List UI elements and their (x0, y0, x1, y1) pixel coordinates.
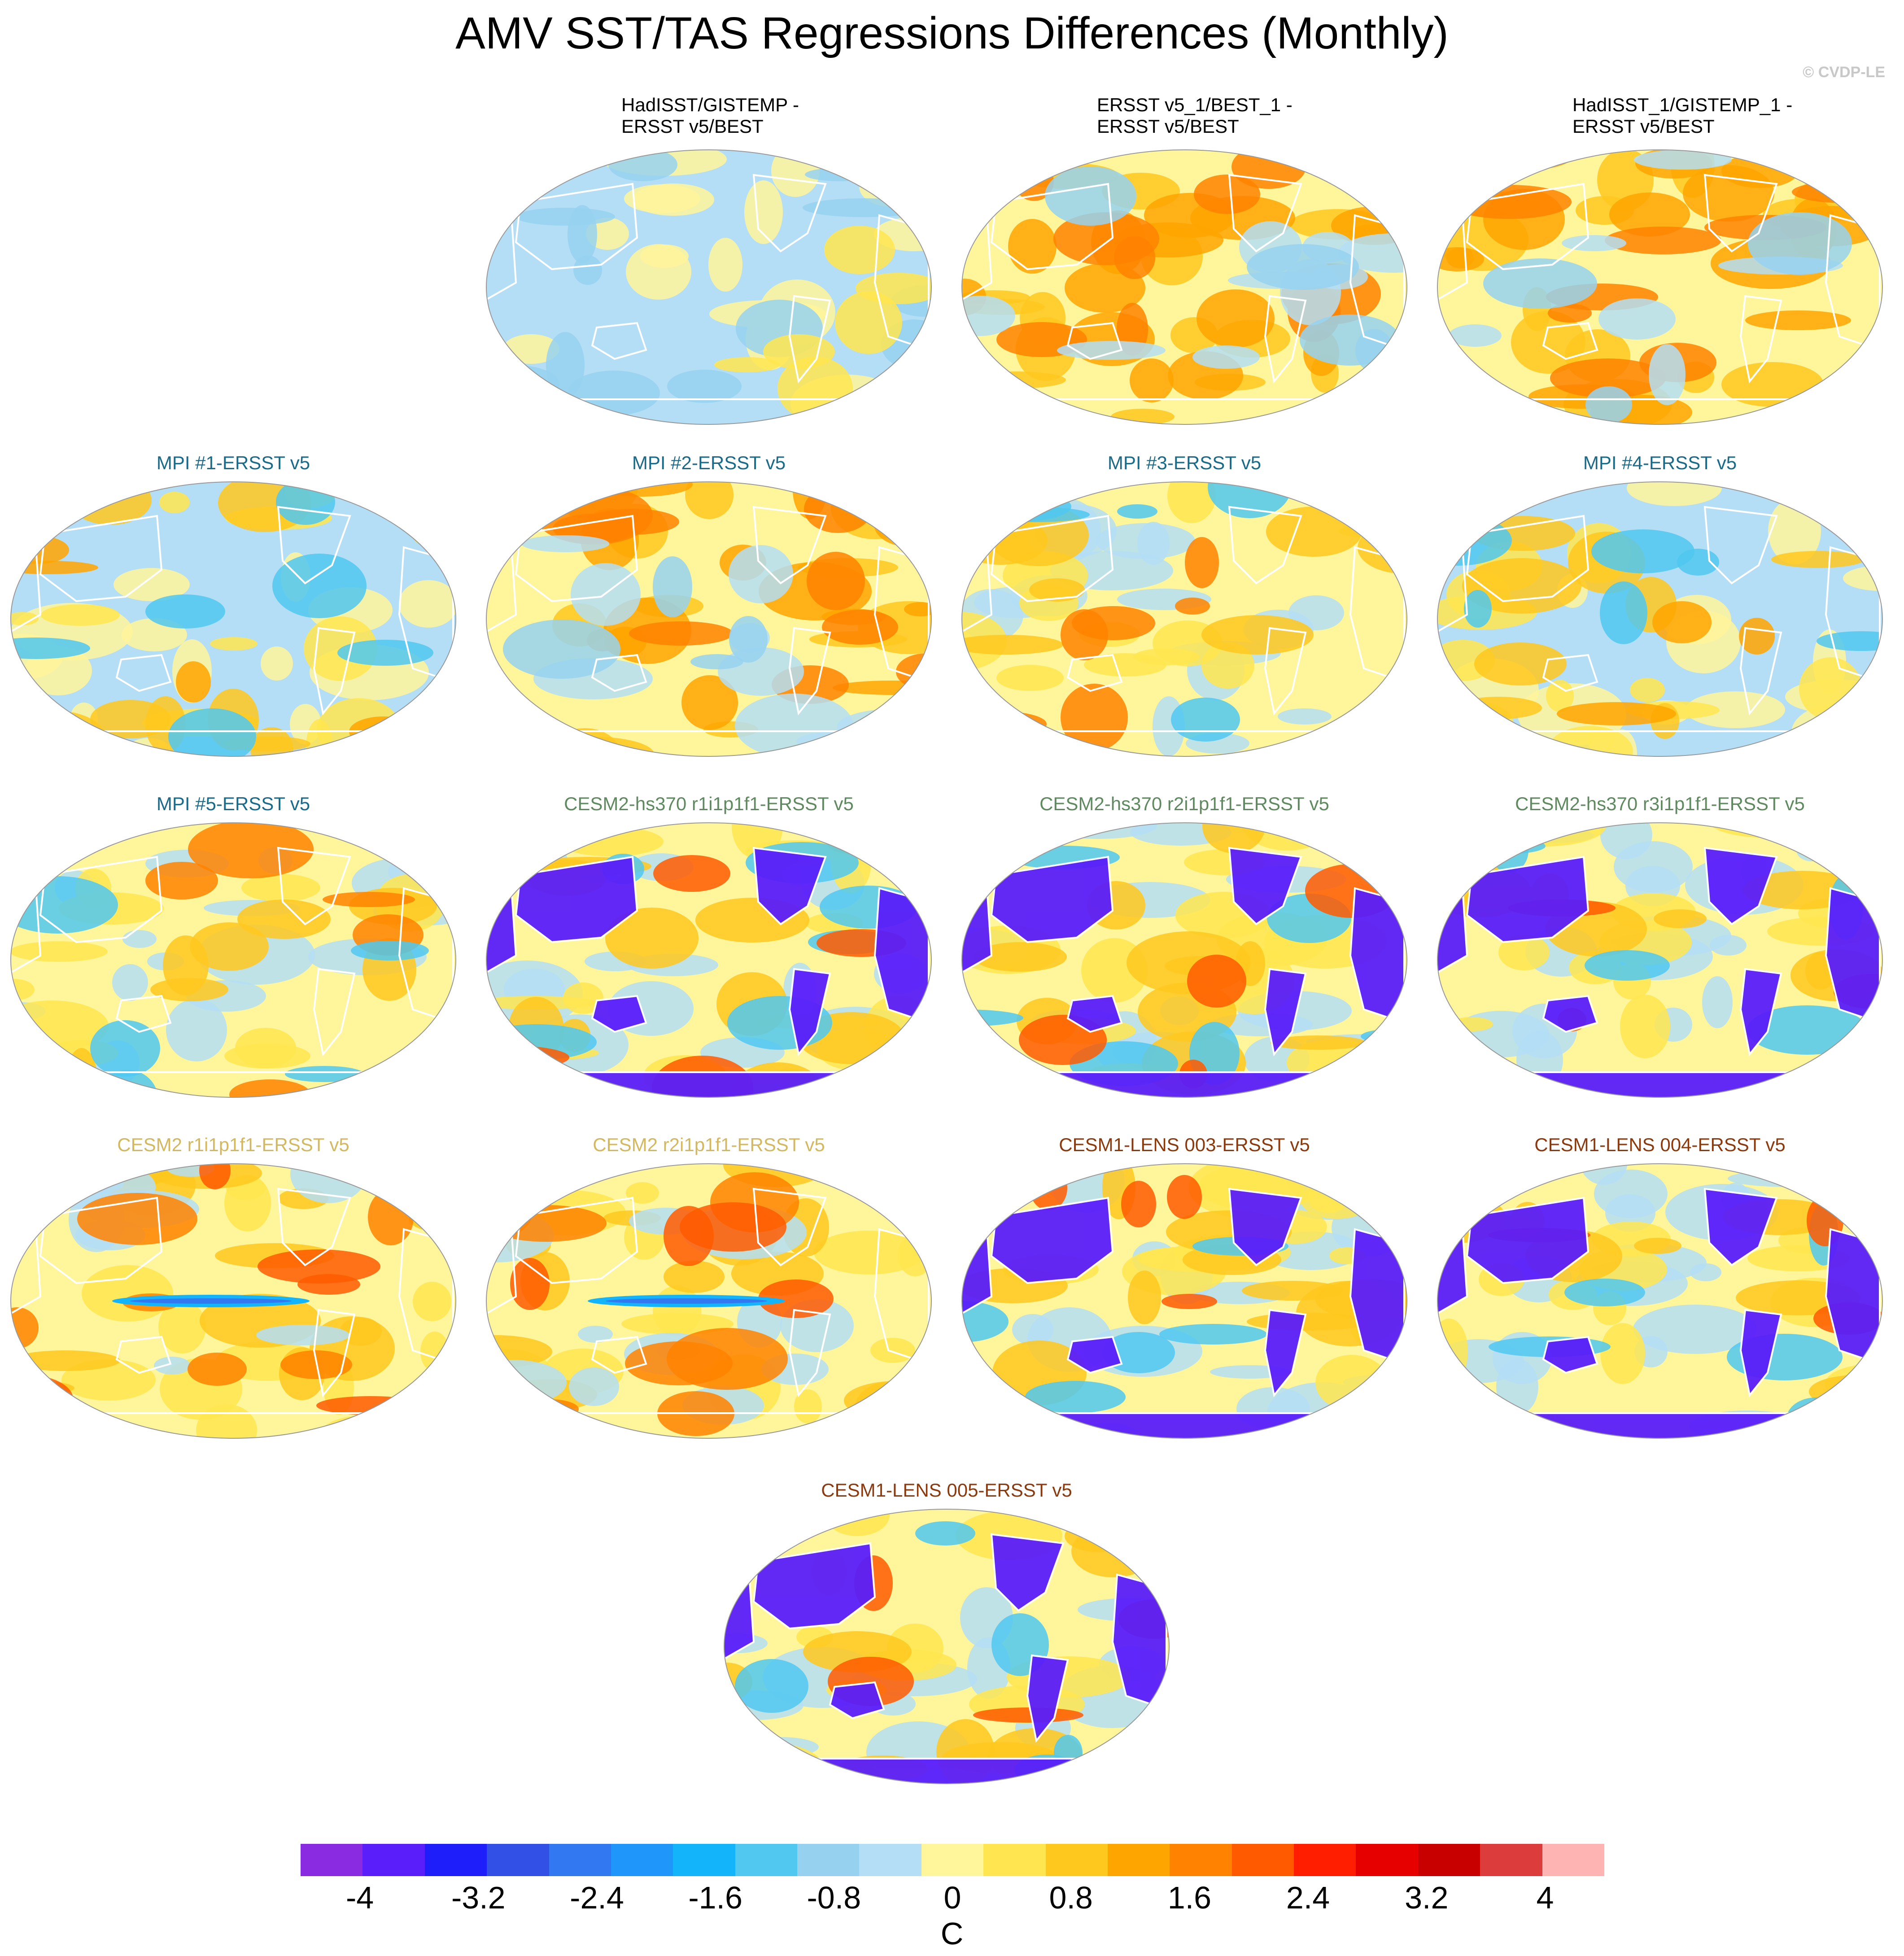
colorbar-tick-label: -0.8 (807, 1880, 861, 1915)
world-map (1437, 822, 1883, 1098)
map-panel: MPI #3-ERSST v5 (951, 452, 1418, 794)
colorbar-ticks: -4 -3.2 -2.4 -1.6 -0.8 0 0.8 1.6 2.4 3.2 4 (301, 1880, 1604, 1920)
colorbar-swatch (735, 1844, 797, 1876)
colorbar-swatch (673, 1844, 735, 1876)
map-panel: CESM2 r1i1p1f1-ERSST v5 (0, 1134, 467, 1476)
world-map (10, 481, 456, 757)
map-panel: CESM2 r2i1p1f1-ERSST v5 (476, 1134, 942, 1476)
map-panel: CESM1-LENS 005-ERSST v5 (713, 1480, 1180, 1821)
panel-title: CESM2-hs370 r1i1p1f1-ERSST v5 (564, 793, 854, 814)
world-map (10, 822, 456, 1098)
world-map (486, 1163, 932, 1439)
world-map (961, 481, 1407, 757)
colorbar-swatch (424, 1844, 487, 1876)
panel-title: HadISST/GISTEMP - ERSST v5/BEST (621, 94, 935, 137)
panel-title: ERSST v5_1/BEST_1 - ERSST v5/BEST (1097, 94, 1411, 137)
colorbar-tick-label: 0 (943, 1880, 961, 1915)
colorbar-swatch (611, 1844, 673, 1876)
colorbar-tick-label: -2.4 (570, 1880, 624, 1915)
panel-title: CESM2-hs370 r2i1p1f1-ERSST v5 (1039, 793, 1329, 814)
panel-title: CESM1-LENS 004-ERSST v5 (1534, 1134, 1786, 1155)
colorbar-swatch (1418, 1844, 1480, 1876)
colorbar-tick-label: 0.8 (1049, 1880, 1093, 1915)
colorbar (301, 1844, 1604, 1876)
colorbar-swatch (362, 1844, 425, 1876)
colorbar-tick-label: -4 (345, 1880, 374, 1915)
colorbar-swatch (1045, 1844, 1108, 1876)
world-map (1437, 1163, 1883, 1439)
figure-title: AMV SST/TAS Regressions Differences (Mon… (455, 8, 1449, 58)
panel-title: CESM2-hs370 r3i1p1f1-ERSST v5 (1515, 793, 1805, 814)
map-panel: HadISST/GISTEMP - ERSST v5/BEST (476, 94, 942, 435)
panel-title: MPI #2-ERSST v5 (632, 452, 786, 473)
map-panel: CESM2-hs370 r2i1p1f1-ERSST v5 (951, 793, 1418, 1135)
colorbar-swatch (1480, 1844, 1542, 1876)
map-panel: CESM2-hs370 r1i1p1f1-ERSST v5 (476, 793, 942, 1135)
panel-title: CESM2 r1i1p1f1-ERSST v5 (117, 1134, 349, 1155)
map-panel: MPI #2-ERSST v5 (476, 452, 942, 794)
colorbar-swatch (1356, 1844, 1418, 1876)
colorbar-swatch (1170, 1844, 1232, 1876)
colorbar-swatch (921, 1844, 984, 1876)
panel-title-line2: ERSST v5/BEST (1097, 116, 1239, 137)
panel-title: MPI #1-ERSST v5 (156, 452, 310, 473)
colorbar-swatch (859, 1844, 921, 1876)
map-panel: CESM2-hs370 r3i1p1f1-ERSST v5 (1427, 793, 1893, 1135)
panel-title-line2: ERSST v5/BEST (1572, 116, 1715, 137)
panel-title: CESM1-LENS 005-ERSST v5 (821, 1480, 1072, 1501)
colorbar-swatch (301, 1844, 363, 1876)
panel-title-line2: ERSST v5/BEST (621, 116, 764, 137)
panel-title: HadISST_1/GISTEMP_1 - ERSST v5/BEST (1572, 94, 1887, 137)
map-panel: MPI #1-ERSST v5 (0, 452, 467, 794)
world-map (961, 1163, 1407, 1439)
world-map (486, 149, 932, 425)
panel-title-line1: ERSST v5_1/BEST_1 - (1097, 94, 1293, 115)
colorbar-tick-label: 2.4 (1286, 1880, 1330, 1915)
colorbar-swatch (1107, 1844, 1170, 1876)
map-panel: HadISST_1/GISTEMP_1 - ERSST v5/BEST (1427, 94, 1893, 435)
colorbar-swatch (797, 1844, 860, 1876)
colorbar-swatch (1294, 1844, 1356, 1876)
world-map (1437, 481, 1883, 757)
colorbar-units: C (940, 1916, 964, 1951)
world-map (1437, 149, 1883, 425)
panel-title: MPI #5-ERSST v5 (156, 793, 310, 814)
colorbar-tick-label: 1.6 (1167, 1880, 1212, 1915)
colorbar-tick-label: -3.2 (451, 1880, 506, 1915)
colorbar-swatch (983, 1844, 1046, 1876)
world-map (10, 1163, 456, 1439)
panel-title: MPI #4-ERSST v5 (1583, 452, 1737, 473)
panel-title: CESM1-LENS 003-ERSST v5 (1059, 1134, 1310, 1155)
colorbar-tick-label: -1.6 (688, 1880, 742, 1915)
colorbar-tick-label: 3.2 (1405, 1880, 1449, 1915)
world-map (724, 1509, 1170, 1784)
panel-title-line1: HadISST/GISTEMP - (621, 94, 799, 115)
world-map (961, 822, 1407, 1098)
panel-title-line1: HadISST_1/GISTEMP_1 - (1572, 94, 1793, 115)
map-panel: MPI #5-ERSST v5 (0, 793, 467, 1135)
colorbar-swatch (1542, 1844, 1604, 1876)
world-map (961, 149, 1407, 425)
colorbar-tick-label: 4 (1536, 1880, 1554, 1915)
panel-title: MPI #3-ERSST v5 (1107, 452, 1262, 473)
map-panel: CESM1-LENS 004-ERSST v5 (1427, 1134, 1893, 1476)
panel-title: CESM2 r2i1p1f1-ERSST v5 (593, 1134, 825, 1155)
map-panel: CESM1-LENS 003-ERSST v5 (951, 1134, 1418, 1476)
credit-label: © CVDP-LE (1803, 64, 1885, 81)
colorbar-swatch (487, 1844, 549, 1876)
map-panel: ERSST v5_1/BEST_1 - ERSST v5/BEST (951, 94, 1418, 435)
colorbar-swatch (1231, 1844, 1294, 1876)
world-map (486, 481, 932, 757)
world-map (486, 822, 932, 1098)
map-panel: MPI #4-ERSST v5 (1427, 452, 1893, 794)
colorbar-swatch (549, 1844, 611, 1876)
